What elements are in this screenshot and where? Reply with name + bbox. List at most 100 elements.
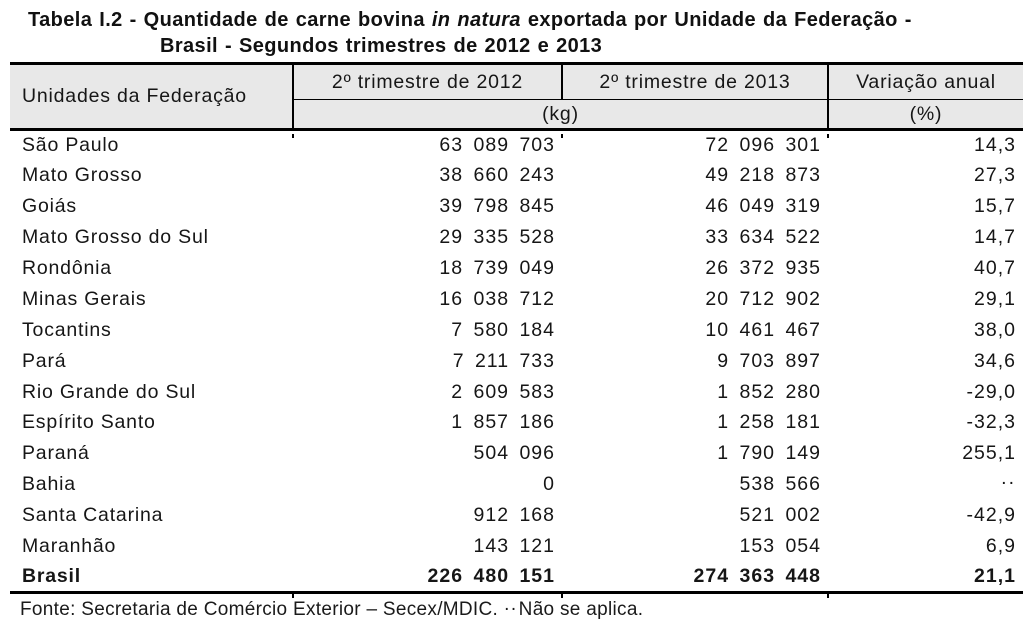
column-header-variation: Variação anual (828, 63, 1023, 100)
q2-2012-cell: 504 096 (473, 442, 555, 465)
uf-cell: Rondônia (22, 257, 112, 279)
table-row: Paraná 504 096 1 790 149 255,1 (10, 438, 1023, 469)
table-row: Bahia 0 538 566 .. (10, 467, 1023, 500)
variation-cell: 38,0 (974, 318, 1016, 341)
table-title-line1: Tabela I.2 - Quantidade de carne bovina … (28, 7, 1033, 33)
table-row: Rio Grande do Sul 2 609 583 1 852 280 -2… (10, 377, 1023, 408)
table-body: São Paulo 63 089 703 72 096 301 14,3 Mat… (10, 130, 1023, 595)
uf-cell: Tocantins (22, 318, 112, 341)
q2-2013-cell: 274 363 448 (562, 561, 828, 595)
tick-mark (827, 134, 829, 138)
table-row: Minas Gerais 16 038 712 20 712 902 29,1 (10, 284, 1023, 315)
variation-cell: 27,3 (974, 164, 1016, 187)
footnote-marker: .. (504, 594, 518, 616)
q2-2012-cell: 38 660 243 (439, 164, 555, 187)
variation-cell: 14,7 (974, 226, 1016, 249)
q2-2013-cell: 521 002 (739, 504, 821, 527)
variation-cell: 29,1 (974, 287, 1016, 310)
uf-cell: Rio Grande do Sul (22, 380, 197, 403)
unit-header-kg: (kg) (293, 99, 829, 131)
data-table: Unidades da Federação 2º trimestre de 20… (10, 62, 1023, 595)
variation-cell: 255,1 (962, 442, 1016, 465)
table-title: Tabela I.2 - Quantidade de carne bovina … (0, 0, 1033, 59)
uf-cell: Minas Gerais (22, 287, 147, 310)
table-row: Maranhão 143 121 153 054 6,9 (10, 531, 1023, 562)
q2-2012-cell: 1 857 186 (451, 411, 555, 434)
variation-cell: 14,3 (974, 134, 1016, 157)
variation-cell: 34,6 (974, 349, 1016, 372)
q2-2012-cell: 226 480 151 (293, 561, 562, 595)
q2-2012-cell: 143 121 (473, 535, 555, 558)
variation-cell: 15,7 (974, 195, 1016, 218)
tick-mark (292, 594, 294, 599)
table-row: São Paulo 63 089 703 72 096 301 14,3 (10, 130, 1023, 161)
q2-2013-cell: 49 218 873 (705, 164, 821, 187)
data-table-container: Unidades da Federação 2º trimestre de 20… (10, 62, 1023, 599)
q2-2013-cell: 9 703 897 (717, 349, 821, 372)
title-text-italic: in natura (431, 9, 521, 31)
uf-cell: Bahia (22, 473, 76, 496)
uf-cell: Brasil (10, 561, 293, 595)
uf-cell: Espírito Santo (22, 411, 156, 434)
table-row-total-brasil: Brasil 226 480 151 274 363 448 21,1 (10, 561, 1023, 595)
title-text-1: Tabela I.2 - Quantidade de carne bovina (28, 9, 432, 31)
q2-2012-cell: 29 335 528 (439, 226, 555, 249)
q2-2012-cell: 2 609 583 (451, 380, 555, 403)
tick-mark (827, 594, 829, 599)
uf-cell: Maranhão (22, 535, 117, 558)
uf-cell: Paraná (22, 442, 90, 465)
q2-2012-cell: 39 798 845 (439, 195, 555, 218)
q2-2012-cell: 7 211 733 (452, 349, 555, 372)
q2-2012-cell: 63 089 703 (439, 134, 555, 157)
q2-2013-cell: 72 096 301 (705, 134, 821, 157)
q2-2013-cell: 46 049 319 (705, 195, 821, 218)
uf-cell: Santa Catarina (22, 504, 164, 527)
table-row: Pará 7 211 733 9 703 897 34,6 (10, 346, 1023, 377)
uf-cell: Pará (22, 349, 67, 372)
table-source: Fonte: Secretaria de Comércio Exterior –… (20, 594, 1033, 621)
q2-2013-cell: 1 790 149 (717, 442, 821, 465)
uf-cell: Mato Grosso do Sul (22, 226, 209, 249)
table-header: Unidades da Federação 2º trimestre de 20… (10, 63, 1023, 131)
table-row: Espírito Santo 1 857 186 1 258 181 -32,3 (10, 408, 1023, 439)
footnote-text: Não se aplica. (518, 599, 644, 621)
source-text: Fonte: Secretaria de Comércio Exterior –… (20, 599, 499, 621)
q2-2013-cell: 20 712 902 (705, 287, 821, 310)
uf-cell: Mato Grosso (22, 164, 143, 187)
table-row: Mato Grosso do Sul 29 335 528 33 634 522… (10, 222, 1023, 253)
q2-2012-cell: 0 (543, 473, 555, 496)
q2-2013-cell: 33 634 522 (705, 226, 821, 249)
variation-cell: 6,9 (985, 535, 1016, 558)
table-row: Mato Grosso 38 660 243 49 218 873 27,3 (10, 160, 1023, 191)
variation-cell: -32,3 (966, 411, 1016, 434)
variation-cell-not-applicable: .. (828, 467, 1023, 500)
q2-2012-cell: 912 168 (473, 504, 555, 527)
table-row: Rondônia 18 739 049 26 372 935 40,7 (10, 253, 1023, 284)
table-row: Santa Catarina 912 168 521 002 -42,9 (10, 500, 1023, 531)
tick-mark (561, 134, 563, 138)
table-title-line2: Brasil - Segundos trimestres de 2012 e 2… (160, 35, 603, 57)
q2-2013-cell: 538 566 (739, 473, 821, 496)
tick-mark (292, 134, 294, 138)
not-applicable-marker: .. (1001, 467, 1016, 490)
q2-2013-cell: 10 461 467 (705, 318, 821, 341)
table-row: Goiás 39 798 845 46 049 319 15,7 (10, 191, 1023, 222)
q2-2013-cell: 153 054 (739, 535, 821, 558)
variation-cell: -29,0 (966, 380, 1016, 403)
table-row: Tocantins 7 580 184 10 461 467 38,0 (10, 315, 1023, 346)
q2-2012-cell: 7 580 184 (451, 318, 555, 341)
variation-cell: -42,9 (966, 504, 1016, 527)
header-row-2: (kg) (%) (10, 99, 1023, 131)
unit-header-pct: (%) (828, 99, 1023, 131)
column-header-q2-2012: 2º trimestre de 2012 (293, 63, 563, 100)
q2-2013-cell: 1 258 181 (717, 411, 821, 434)
q2-2012-cell: 16 038 712 (439, 287, 555, 310)
column-header-q2-2013: 2º trimestre de 2013 (562, 63, 829, 100)
column-header-units: Unidades da Federação (10, 63, 294, 131)
q2-2013-cell: 1 852 280 (717, 380, 821, 403)
uf-cell: Goiás (22, 195, 77, 218)
uf-cell: São Paulo (22, 134, 120, 157)
q2-2012-cell: 18 739 049 (439, 257, 555, 279)
q2-2013-cell: 26 372 935 (705, 257, 821, 279)
variation-cell: 40,7 (974, 257, 1016, 279)
